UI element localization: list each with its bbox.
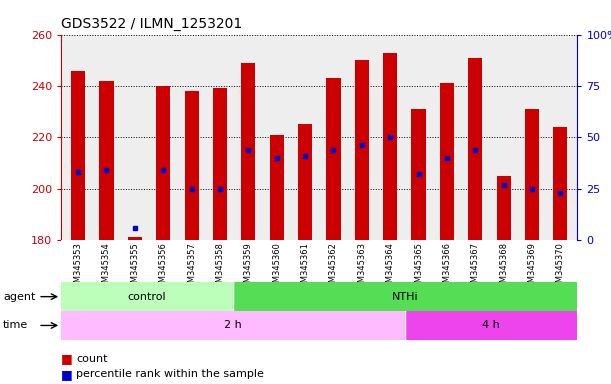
Text: GSM345358: GSM345358: [216, 242, 224, 293]
Text: GSM345369: GSM345369: [527, 242, 536, 293]
Text: GSM345367: GSM345367: [470, 242, 480, 293]
Text: NTHi: NTHi: [392, 291, 419, 302]
Bar: [156, 86, 170, 240]
Bar: [71, 71, 85, 240]
Bar: [468, 58, 482, 240]
Bar: [525, 109, 539, 240]
Text: GSM345364: GSM345364: [386, 242, 395, 293]
Text: ■: ■: [61, 368, 73, 381]
Bar: [355, 60, 369, 240]
Text: GSM345361: GSM345361: [301, 242, 310, 293]
Text: GSM345370: GSM345370: [556, 242, 565, 293]
Bar: [128, 237, 142, 240]
Bar: [61, 282, 233, 311]
Bar: [411, 109, 426, 240]
Bar: [497, 176, 511, 240]
Bar: [383, 53, 397, 240]
Bar: [440, 83, 454, 240]
Text: 2 h: 2 h: [224, 320, 242, 331]
Bar: [100, 81, 114, 240]
Text: GSM345365: GSM345365: [414, 242, 423, 293]
Text: control: control: [128, 291, 166, 302]
Bar: [241, 63, 255, 240]
Text: time: time: [3, 320, 28, 331]
Text: GSM345362: GSM345362: [329, 242, 338, 293]
Bar: [269, 135, 284, 240]
Bar: [61, 311, 405, 340]
Text: GDS3522 / ILMN_1253201: GDS3522 / ILMN_1253201: [61, 17, 243, 31]
Text: GSM345366: GSM345366: [442, 242, 452, 293]
Text: GSM345356: GSM345356: [159, 242, 168, 293]
Text: GSM345354: GSM345354: [102, 242, 111, 293]
Text: percentile rank within the sample: percentile rank within the sample: [76, 369, 264, 379]
Text: GSM345360: GSM345360: [272, 242, 281, 293]
Text: GSM345357: GSM345357: [187, 242, 196, 293]
Text: GSM345368: GSM345368: [499, 242, 508, 293]
Text: agent: agent: [3, 291, 35, 302]
Bar: [213, 88, 227, 240]
Text: 4 h: 4 h: [483, 320, 500, 331]
Text: GSM345359: GSM345359: [244, 242, 253, 293]
Bar: [298, 124, 312, 240]
Text: count: count: [76, 354, 108, 364]
Text: GSM345363: GSM345363: [357, 242, 367, 293]
Text: ■: ■: [61, 353, 73, 366]
Bar: [554, 127, 568, 240]
Bar: [233, 282, 577, 311]
Bar: [326, 78, 340, 240]
Bar: [405, 311, 577, 340]
Text: GSM345353: GSM345353: [73, 242, 82, 293]
Text: GSM345355: GSM345355: [130, 242, 139, 293]
Bar: [185, 91, 199, 240]
